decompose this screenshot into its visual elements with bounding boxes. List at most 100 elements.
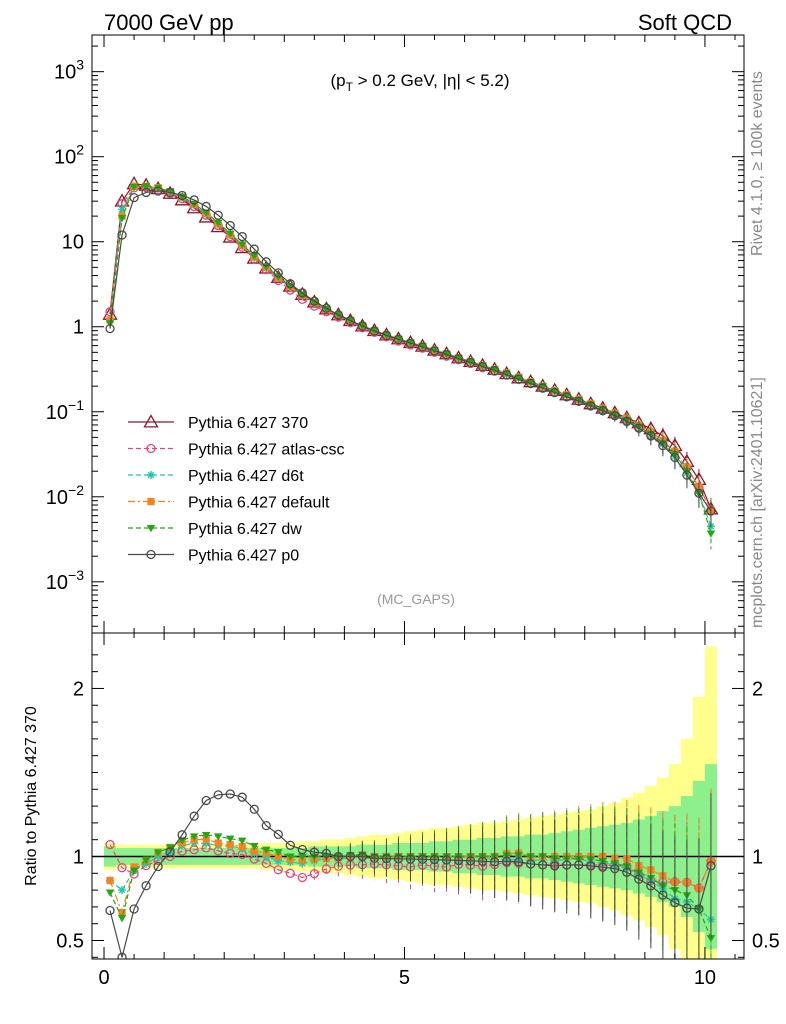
series-point	[562, 392, 571, 400]
ratio-point	[417, 854, 428, 864]
ratio-point	[514, 857, 524, 867]
series-point	[129, 184, 139, 192]
ratio-point	[298, 853, 307, 861]
ratio-point	[357, 851, 368, 862]
ratio-data-layer	[92, 646, 744, 959]
ratio-y-tick-label: 0.5	[56, 931, 84, 953]
ratio-point	[321, 864, 332, 874]
cut-annotation: (pT > 0.2 GeV, |η| < 5.2)	[330, 71, 509, 94]
series-point	[153, 186, 163, 196]
series-point	[333, 310, 344, 320]
series-point	[165, 187, 175, 198]
series-point	[465, 357, 476, 368]
series-point	[562, 392, 572, 402]
ratio-point	[297, 872, 307, 883]
ratio-point	[249, 842, 259, 851]
ratio-point	[381, 853, 392, 864]
ratio-point	[706, 935, 716, 943]
ratio-point	[129, 867, 139, 875]
main-panel-frame	[91, 34, 745, 634]
ratio-point	[550, 861, 560, 871]
ratio-panel: 0.5 0.5 1 1 2 2 Ratio to Pythia 6.427 370	[23, 632, 780, 960]
x-tick-labels: 0 5 10	[98, 967, 716, 989]
ratio-point	[141, 857, 151, 865]
y-tick-label: 103	[54, 57, 84, 84]
series-point	[357, 321, 368, 331]
series-5	[105, 186, 716, 527]
series-point	[345, 315, 356, 326]
series-point	[453, 354, 464, 364]
ratio-point	[177, 830, 187, 840]
ratio-point	[405, 854, 416, 864]
ratio-point	[273, 865, 283, 875]
series-point	[177, 190, 187, 201]
series-point	[225, 230, 235, 238]
ratio-point	[130, 863, 138, 871]
ratio-point	[261, 820, 271, 831]
series-point	[706, 506, 716, 516]
ratio-point	[441, 855, 452, 865]
legend: Pythia 6.427 370 Pythia 6.427 atlas-csc Py…	[128, 414, 345, 565]
series-point	[501, 370, 512, 380]
ratio-point	[214, 839, 222, 847]
series-point	[310, 299, 319, 307]
series-point	[586, 401, 596, 411]
series-2	[106, 183, 715, 543]
ratio-point	[309, 869, 319, 879]
series-point	[201, 209, 211, 217]
legend-label-5: Pythia 6.427 p0	[188, 548, 299, 565]
series-point	[213, 210, 223, 220]
ratio-point	[201, 831, 211, 840]
ratio-point	[105, 905, 115, 916]
ratio-point	[273, 829, 283, 840]
ratio-point-stroke	[202, 839, 211, 848]
series-point	[381, 330, 392, 341]
ratio-point	[670, 898, 680, 908]
series-point	[213, 219, 223, 227]
series-line-4	[109, 185, 712, 534]
series-point	[249, 244, 259, 254]
series-point-stroke	[118, 205, 127, 214]
ratio-point	[622, 867, 632, 877]
legend-label-4: Pythia 6.427 dw	[188, 521, 302, 538]
series-point	[670, 452, 680, 463]
ratio-point	[333, 851, 344, 862]
series-point	[514, 374, 524, 384]
series-point	[129, 192, 139, 203]
series-point	[441, 349, 452, 360]
series-point	[261, 257, 271, 267]
ratio-point	[189, 811, 199, 821]
series-point	[309, 296, 319, 306]
ratio-point	[453, 855, 464, 866]
header-category-label: Soft QCD	[638, 10, 732, 35]
ratio-point	[226, 840, 234, 849]
ratio-point	[574, 860, 584, 870]
ratio-point	[189, 833, 199, 841]
series-point	[189, 195, 199, 205]
ratio-point	[225, 835, 235, 843]
ratio-point	[213, 833, 223, 841]
ratio-y-tick-label-right: 0.5	[752, 931, 780, 953]
ratio-point	[105, 839, 115, 850]
ratio-point-stroke	[118, 886, 127, 895]
ratio-point	[129, 904, 139, 914]
main-data-layer	[102, 175, 719, 550]
ratio-point	[610, 863, 620, 874]
ratio-point	[345, 851, 356, 862]
series-point	[298, 291, 307, 299]
y-tick-label: 10	[62, 232, 84, 254]
ratio-point	[117, 952, 127, 959]
series-point	[297, 288, 307, 298]
series-point	[237, 241, 247, 249]
series-point	[682, 470, 692, 480]
series-point	[634, 423, 644, 433]
y-tick-label: 10−3	[46, 567, 84, 594]
ratio-point	[105, 889, 115, 897]
series-point	[153, 184, 163, 193]
ratio-axis-ticks: 0.5 0.5 1 1 2 2	[56, 633, 780, 959]
ratio-point	[202, 835, 210, 843]
ratio-point	[321, 848, 332, 859]
legend-marker-5	[146, 549, 156, 560]
series-point	[658, 440, 668, 451]
ratio-line-4	[109, 834, 712, 939]
